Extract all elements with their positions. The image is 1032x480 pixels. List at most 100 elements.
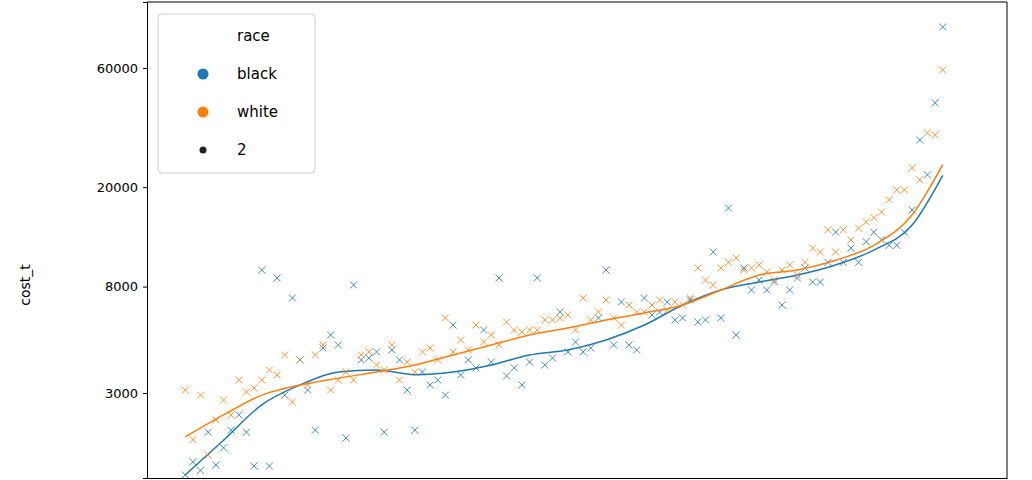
point: [572, 338, 579, 345]
point: [633, 308, 640, 315]
point: [541, 362, 548, 369]
point: [243, 388, 250, 395]
point: [411, 427, 418, 434]
point: [388, 341, 395, 348]
point: [473, 322, 480, 329]
point: [725, 259, 732, 266]
point: [717, 314, 724, 321]
point: [450, 348, 457, 355]
point: [457, 372, 464, 379]
point: [740, 266, 747, 273]
y-tick-label: 60000: [97, 61, 138, 76]
point: [603, 266, 610, 273]
point: [809, 279, 816, 286]
point: [534, 274, 541, 281]
point: [564, 311, 571, 318]
trend-line: [185, 175, 942, 475]
point: [488, 359, 495, 366]
spine-top: [147, 2, 1007, 3]
y-tick-mark: [143, 393, 147, 394]
point: [518, 329, 525, 336]
point: [870, 214, 877, 221]
point: [886, 196, 893, 203]
point: [817, 249, 824, 256]
point: [534, 327, 541, 334]
point: [503, 372, 510, 379]
point: [587, 316, 594, 323]
point: [809, 245, 816, 252]
point: [511, 364, 518, 371]
point: [641, 294, 648, 301]
point: [373, 362, 380, 369]
legend-marker: [198, 107, 209, 118]
point: [909, 164, 916, 171]
point: [824, 226, 831, 233]
point: [832, 229, 839, 236]
point: [404, 359, 411, 366]
point: [274, 274, 281, 281]
y-tick-label: 20000: [97, 180, 138, 195]
point: [924, 171, 931, 178]
point: [549, 316, 556, 323]
point: [710, 281, 717, 288]
point: [365, 355, 372, 362]
point: [228, 411, 235, 418]
chart-svg: 300080002000060000cost_traceblackwhite2: [0, 0, 1032, 480]
point: [427, 381, 434, 388]
point: [679, 314, 686, 321]
point: [266, 463, 273, 470]
point: [189, 436, 196, 443]
point: [258, 266, 265, 273]
point: [817, 279, 824, 286]
point: [733, 331, 740, 338]
point: [450, 322, 457, 329]
frame: [147, 2, 1007, 478]
point: [419, 368, 426, 375]
legend: raceblackwhite2: [158, 14, 315, 173]
point: [381, 366, 388, 373]
point: [664, 298, 671, 305]
point: [725, 205, 732, 212]
point: [473, 364, 480, 371]
point: [457, 336, 464, 343]
point: [442, 392, 449, 399]
point: [182, 387, 189, 394]
point: [847, 236, 854, 243]
point: [694, 319, 701, 326]
point: [396, 377, 403, 384]
point: [411, 368, 418, 375]
point: [526, 327, 533, 334]
point: [610, 341, 617, 348]
point: [572, 327, 579, 334]
point: [580, 294, 587, 301]
point: [220, 444, 227, 451]
point: [205, 452, 212, 459]
point: [870, 229, 877, 236]
point: [312, 427, 319, 434]
point: [580, 348, 587, 355]
point: [901, 229, 908, 236]
point: [274, 372, 281, 379]
point: [717, 264, 724, 271]
point: [671, 298, 678, 305]
point: [626, 301, 633, 308]
point: [687, 294, 694, 301]
point: [855, 225, 862, 232]
point: [763, 286, 770, 293]
point: [335, 377, 342, 384]
point: [327, 331, 334, 338]
point: [664, 306, 671, 313]
point: [702, 276, 709, 283]
point: [626, 341, 633, 348]
point: [939, 24, 946, 31]
point: [258, 377, 265, 384]
point: [733, 255, 740, 262]
point: [840, 259, 847, 266]
point: [916, 176, 923, 183]
point: [748, 286, 755, 293]
point: [702, 316, 709, 323]
point: [182, 471, 189, 478]
point: [251, 385, 258, 392]
y-tick-label: 3000: [105, 386, 138, 401]
point: [618, 322, 625, 329]
